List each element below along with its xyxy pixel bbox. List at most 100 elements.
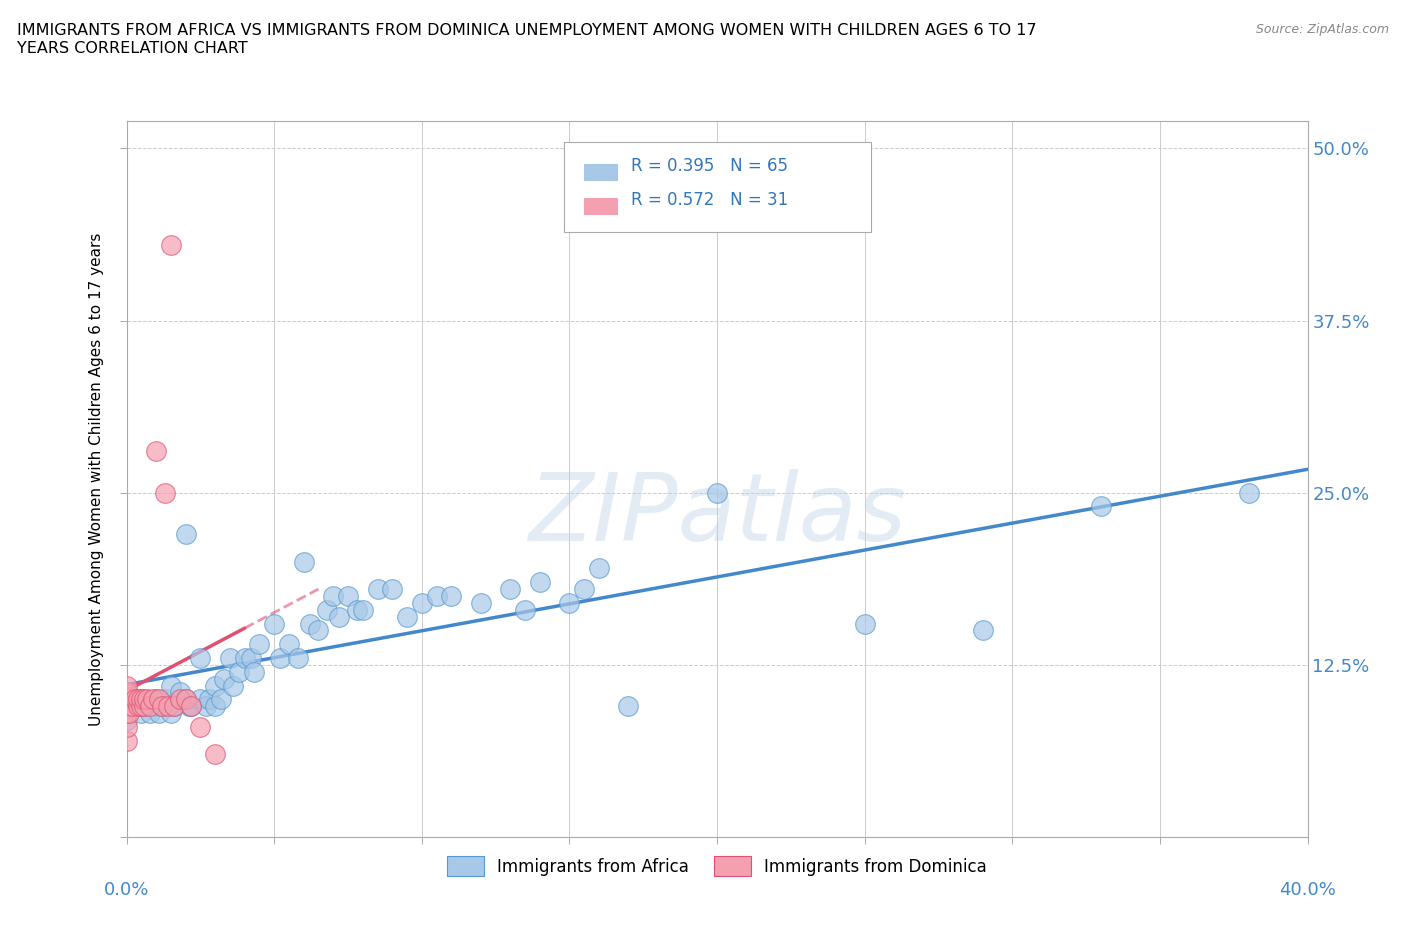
FancyBboxPatch shape — [564, 142, 870, 232]
Point — [219, 651, 242, 666]
Legend: Immigrants from Africa, Immigrants from Dominica: Immigrants from Africa, Immigrants from … — [440, 850, 994, 883]
Point — [174, 526, 197, 541]
Point — [346, 603, 368, 618]
Point — [228, 664, 250, 679]
Point — [148, 706, 170, 721]
Text: R = 0.572   N = 31: R = 0.572 N = 31 — [631, 191, 789, 208]
Point — [239, 651, 262, 666]
Point — [163, 698, 186, 713]
Point — [499, 581, 522, 596]
Point — [204, 747, 226, 762]
Point — [529, 575, 551, 590]
Point — [129, 698, 153, 713]
Point — [440, 589, 463, 604]
Point — [352, 603, 374, 618]
Point — [160, 237, 183, 252]
Bar — [583, 198, 617, 214]
Point — [121, 698, 143, 713]
Point — [198, 692, 221, 707]
Point — [150, 698, 173, 713]
Point — [308, 623, 330, 638]
Point — [1090, 499, 1112, 514]
Point — [174, 692, 197, 707]
Point — [145, 698, 167, 713]
Point — [316, 603, 339, 618]
Point — [153, 485, 176, 500]
Point — [242, 664, 264, 679]
Point — [127, 698, 149, 713]
Point — [145, 692, 167, 707]
Text: IMMIGRANTS FROM AFRICA VS IMMIGRANTS FROM DOMINICA UNEMPLOYMENT AMONG WOMEN WITH: IMMIGRANTS FROM AFRICA VS IMMIGRANTS FRO… — [17, 23, 1036, 56]
Point — [470, 595, 492, 610]
Point — [212, 671, 235, 686]
Point — [706, 485, 728, 500]
Point — [153, 692, 176, 707]
Point — [411, 595, 433, 610]
Point — [145, 444, 167, 458]
Point — [337, 589, 360, 604]
Point — [195, 698, 218, 713]
Point — [188, 720, 212, 735]
Point — [287, 651, 309, 666]
Point — [853, 616, 876, 631]
Point — [180, 698, 202, 713]
Point — [134, 698, 156, 713]
Point — [169, 692, 191, 707]
Point — [278, 637, 301, 652]
Point — [222, 678, 245, 693]
Point — [174, 692, 197, 707]
Point — [115, 692, 138, 707]
Bar — [583, 164, 617, 180]
Text: Source: ZipAtlas.com: Source: ZipAtlas.com — [1256, 23, 1389, 36]
Point — [134, 692, 156, 707]
Point — [249, 637, 271, 652]
Point — [142, 692, 165, 707]
Point — [367, 581, 389, 596]
Point — [148, 692, 170, 707]
Point — [115, 712, 138, 727]
Text: 0.0%: 0.0% — [104, 881, 149, 899]
Point — [163, 698, 186, 713]
Point — [129, 692, 153, 707]
Point — [139, 698, 162, 713]
Point — [233, 651, 256, 666]
Point — [118, 706, 141, 721]
Text: 40.0%: 40.0% — [1279, 881, 1336, 899]
Text: R = 0.395   N = 65: R = 0.395 N = 65 — [631, 157, 787, 175]
Point — [160, 706, 183, 721]
Point — [188, 692, 212, 707]
Point — [204, 698, 226, 713]
Point — [972, 623, 994, 638]
Point — [127, 692, 149, 707]
Point — [574, 581, 596, 596]
Y-axis label: Unemployment Among Women with Children Ages 6 to 17 years: Unemployment Among Women with Children A… — [89, 232, 104, 725]
Point — [298, 616, 321, 631]
Point — [180, 698, 202, 713]
Point — [292, 554, 315, 569]
Point — [129, 698, 153, 713]
Point — [204, 678, 226, 693]
Point — [115, 698, 138, 713]
Point — [150, 698, 173, 713]
Point — [396, 609, 419, 624]
Point — [115, 733, 138, 748]
Point — [269, 651, 291, 666]
Point — [156, 698, 179, 713]
Point — [160, 678, 183, 693]
Point — [1237, 485, 1260, 500]
Point — [115, 720, 138, 735]
Point — [129, 706, 153, 721]
Point — [115, 706, 138, 721]
Point — [328, 609, 350, 624]
Point — [209, 692, 232, 707]
Text: ZIPatlas: ZIPatlas — [529, 470, 905, 560]
Point — [169, 685, 191, 700]
Point — [425, 589, 447, 604]
Point — [617, 698, 640, 713]
Point — [124, 692, 146, 707]
Point — [115, 685, 138, 700]
Point — [263, 616, 285, 631]
Point — [558, 595, 581, 610]
Point — [322, 589, 344, 604]
Point — [136, 698, 159, 713]
